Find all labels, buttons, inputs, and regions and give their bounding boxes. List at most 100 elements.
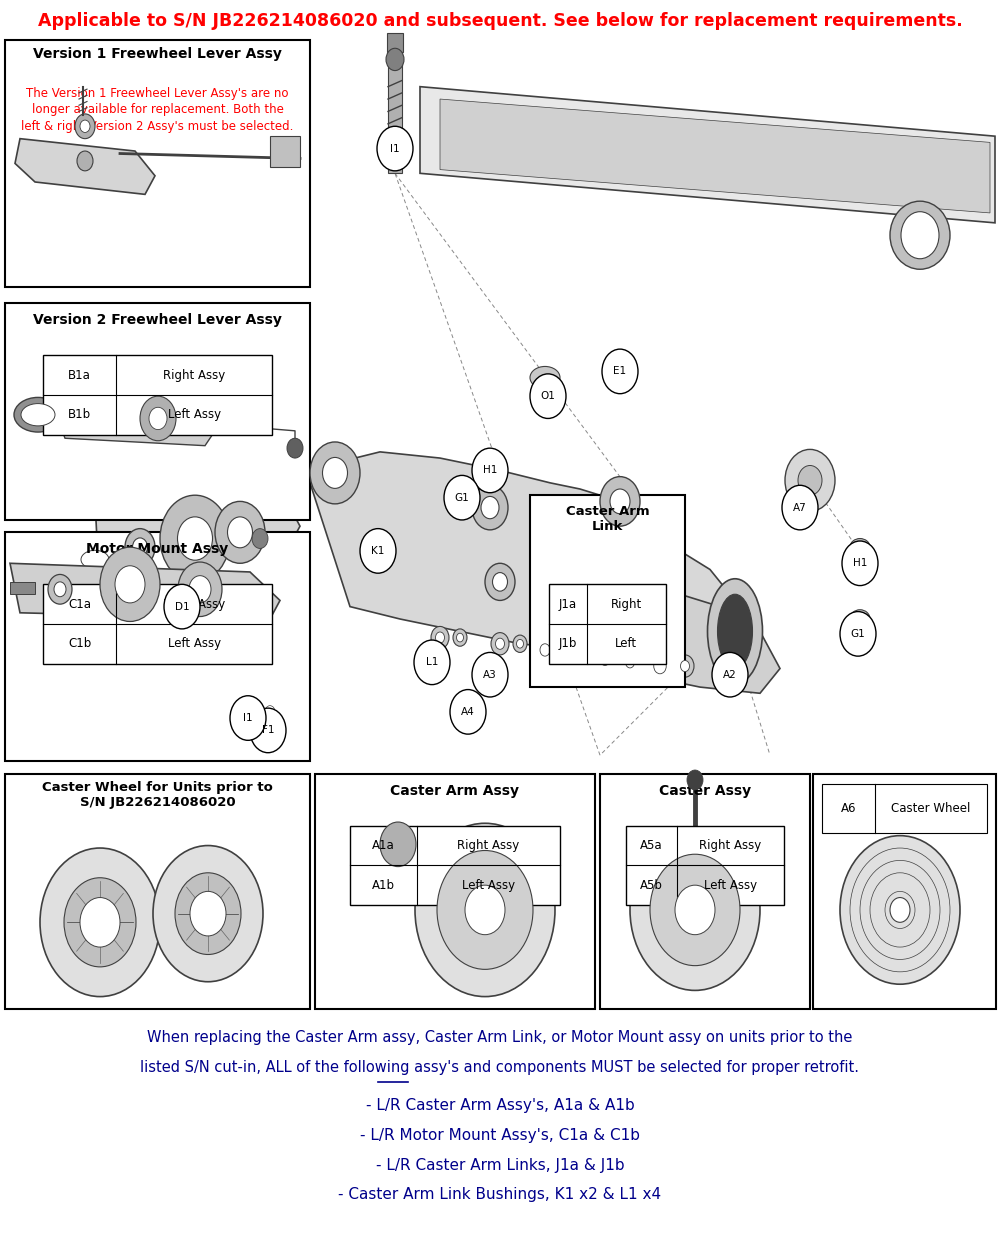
Ellipse shape (856, 614, 864, 623)
Text: Version 1 Freewheel Lever Assy: Version 1 Freewheel Lever Assy (33, 47, 282, 61)
Polygon shape (95, 489, 300, 597)
Bar (813, 774, 996, 1009)
Circle shape (377, 126, 413, 171)
Polygon shape (580, 588, 780, 693)
Ellipse shape (491, 633, 509, 655)
Text: C1a: C1a (68, 598, 91, 610)
Bar (600, 774, 810, 1009)
Ellipse shape (516, 639, 524, 649)
Text: A4: A4 (461, 707, 475, 717)
Text: C1b: C1b (68, 638, 91, 650)
Text: The Version 1 Freewheel Lever Assy's are no
longer available for replacement. Bo: The Version 1 Freewheel Lever Assy's are… (21, 87, 294, 132)
Ellipse shape (431, 626, 449, 649)
Text: L1: L1 (426, 657, 438, 667)
Ellipse shape (611, 352, 629, 366)
Text: When replacing the Caster Arm assy, Caster Arm Link, or Motor Mount assy on unit: When replacing the Caster Arm assy, Cast… (147, 1030, 853, 1045)
Text: Version 2 Freewheel Lever Assy: Version 2 Freewheel Lever Assy (33, 313, 282, 327)
Circle shape (386, 48, 404, 71)
Bar (270, 136, 300, 167)
Ellipse shape (680, 660, 690, 671)
Bar (43, 355, 272, 435)
Ellipse shape (562, 644, 578, 662)
Ellipse shape (621, 651, 639, 673)
Circle shape (287, 438, 303, 458)
Circle shape (481, 496, 499, 519)
Circle shape (48, 574, 72, 604)
Circle shape (890, 898, 910, 922)
Text: Caster Wheel for Units prior to
S/N JB226214086020: Caster Wheel for Units prior to S/N JB22… (42, 781, 273, 810)
Bar (822, 784, 987, 833)
Circle shape (54, 582, 66, 597)
Circle shape (40, 848, 160, 997)
Ellipse shape (540, 644, 550, 656)
Bar (5, 774, 310, 1009)
Bar (315, 774, 595, 1009)
Ellipse shape (496, 639, 505, 650)
Bar (5, 303, 310, 520)
Circle shape (64, 878, 136, 967)
Bar (388, 43, 402, 173)
Ellipse shape (436, 631, 444, 644)
Text: Motor Mount Assy: Motor Mount Assy (86, 542, 229, 556)
Ellipse shape (81, 550, 109, 568)
Ellipse shape (718, 594, 753, 669)
Circle shape (798, 465, 822, 495)
Ellipse shape (535, 638, 555, 662)
Ellipse shape (850, 539, 870, 556)
Circle shape (785, 449, 835, 511)
Ellipse shape (890, 201, 950, 269)
Circle shape (164, 584, 200, 629)
Text: I1: I1 (390, 144, 400, 154)
Text: Applicable to S/N JB226214086020 and subsequent. See below for replacement requi: Applicable to S/N JB226214086020 and sub… (38, 12, 962, 31)
Circle shape (465, 885, 505, 935)
Circle shape (687, 770, 703, 790)
Circle shape (415, 823, 555, 997)
Text: Right Assy: Right Assy (163, 598, 225, 610)
Polygon shape (10, 563, 280, 619)
Circle shape (149, 407, 167, 430)
Ellipse shape (21, 404, 55, 426)
Text: A5b: A5b (640, 879, 663, 891)
Ellipse shape (594, 645, 616, 672)
Circle shape (610, 489, 630, 514)
Circle shape (437, 851, 533, 969)
Text: D1: D1 (175, 602, 189, 612)
Circle shape (472, 448, 508, 493)
Circle shape (840, 612, 876, 656)
Polygon shape (15, 139, 155, 194)
Circle shape (252, 529, 268, 548)
Bar (242, 714, 258, 733)
Circle shape (153, 846, 263, 982)
Ellipse shape (626, 656, 635, 667)
Circle shape (190, 891, 226, 936)
Circle shape (600, 477, 640, 526)
Text: listed S/N cut-in, ALL of the following assy's and components MUST be selected f: listed S/N cut-in, ALL of the following … (140, 1060, 860, 1075)
Circle shape (472, 485, 508, 530)
Circle shape (250, 708, 286, 753)
Text: Left Assy: Left Assy (462, 879, 515, 891)
Circle shape (842, 541, 878, 586)
Circle shape (189, 576, 211, 603)
Text: Caster Assy: Caster Assy (659, 784, 751, 797)
Ellipse shape (676, 655, 694, 677)
Text: B1b: B1b (68, 409, 91, 421)
Circle shape (380, 822, 416, 867)
Text: G1: G1 (455, 493, 469, 503)
Circle shape (115, 566, 145, 603)
Bar (530, 495, 685, 687)
Text: A3: A3 (483, 670, 497, 680)
Text: - L/R Motor Mount Assy's, C1a & C1b: - L/R Motor Mount Assy's, C1a & C1b (360, 1128, 640, 1143)
Circle shape (650, 854, 740, 966)
Text: E1: E1 (613, 366, 627, 376)
Circle shape (712, 652, 748, 697)
Circle shape (782, 485, 818, 530)
Ellipse shape (901, 212, 939, 259)
Text: A6: A6 (841, 802, 856, 815)
Ellipse shape (513, 635, 527, 652)
Circle shape (80, 120, 90, 132)
Circle shape (444, 475, 480, 520)
Circle shape (840, 836, 960, 984)
Text: Left Assy: Left Assy (168, 638, 221, 650)
Circle shape (132, 537, 148, 556)
Circle shape (215, 501, 265, 563)
